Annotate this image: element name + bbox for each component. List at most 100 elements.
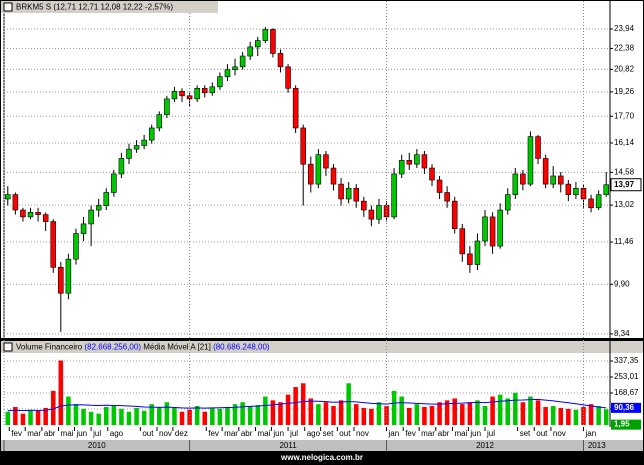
candle-body [12, 194, 19, 211]
header-icon [3, 342, 13, 352]
price-header [1, 1, 218, 13]
candle-body [133, 145, 140, 150]
candle-body [58, 267, 64, 294]
x-tick-label: abr [241, 429, 253, 438]
x-tick-label: abr [438, 429, 450, 438]
candle-body [376, 205, 382, 220]
candle-body [323, 154, 329, 169]
volume-bar [535, 400, 541, 425]
volume-header [1, 341, 643, 353]
volume-bar [126, 411, 132, 425]
candle-body [391, 173, 397, 218]
volume-bar [376, 402, 382, 425]
x-tick-label: fev [208, 429, 219, 438]
candle-body [27, 211, 34, 218]
x-tick-label: mai [454, 429, 467, 438]
y-tick-label: 11,46 [614, 237, 634, 246]
volume-bar [225, 406, 230, 425]
y-tick-label: 8,34 [614, 329, 630, 338]
volume-bar [111, 406, 117, 425]
x-tick-label: jan [388, 429, 400, 438]
candle-body [80, 223, 87, 234]
x-tick-label: out [142, 429, 154, 438]
x-tick-label: jun [75, 429, 87, 438]
volume-bar [119, 408, 124, 425]
volume-bar [505, 398, 511, 425]
candle-body [88, 209, 94, 225]
candle-body [308, 163, 314, 185]
year-label: 2012 [476, 441, 494, 450]
candle-body [512, 173, 519, 195]
x-tick-label: jan [584, 429, 596, 438]
y-tick-label: 14,58 [614, 167, 635, 176]
volume-bar [543, 406, 548, 425]
candle-body [164, 98, 170, 115]
candle-body [542, 158, 549, 185]
price-header-text: BRKM5 S (12,71 12,71 12,08 12,22 -2,57%) [16, 3, 173, 12]
volume-bar [528, 396, 533, 425]
x-tick-label: fev [405, 429, 416, 438]
price-panel [1, 1, 643, 338]
candle-body [535, 136, 541, 159]
candle-body [588, 198, 594, 209]
volume-bar [338, 400, 344, 425]
x-tick-label: jun [469, 429, 481, 438]
candle-body [451, 200, 458, 229]
candle-body [414, 154, 420, 165]
volume-bar [573, 409, 579, 425]
volume-bar [278, 402, 283, 425]
marks [5, 27, 609, 425]
candle-body [156, 114, 163, 129]
volume-bar [164, 402, 170, 425]
candle-body [444, 192, 450, 202]
candle-body [467, 253, 473, 265]
x-tick-label: mai [61, 429, 74, 438]
x-tick-label: dez [175, 429, 188, 438]
candle-body [353, 187, 359, 202]
volume-bar [149, 404, 154, 425]
x-tick-label: mai [257, 429, 270, 438]
x-tick-label: jun [272, 429, 284, 438]
volume-bar [399, 396, 404, 425]
candle-body [558, 175, 564, 185]
chart-title: BRKM5 S [16, 3, 51, 12]
y-tick-label: 23,94 [614, 24, 635, 33]
volume-bar [369, 408, 374, 425]
candle-body [247, 46, 253, 57]
volume-bar [316, 404, 321, 425]
year-row [1, 440, 643, 451]
candle-body [209, 86, 216, 94]
volume-bar [391, 390, 397, 425]
volume-bar [414, 404, 420, 425]
candle-body [239, 55, 246, 68]
month-row [1, 427, 643, 440]
y-tick-label: 22,38 [614, 44, 635, 53]
volume-bar [520, 402, 526, 425]
candle-body [436, 179, 443, 193]
candle-body [126, 148, 132, 159]
y-tick-label: 13,02 [614, 200, 635, 209]
candle-body [361, 200, 367, 211]
candle-body [50, 221, 56, 268]
volume-bar [141, 410, 147, 425]
candle-body [315, 154, 322, 185]
volume-bar [285, 394, 291, 425]
y-tick-label: 9,90 [614, 279, 630, 288]
candle-body [217, 76, 223, 88]
volume-bar [497, 394, 503, 425]
candle-body [368, 209, 375, 220]
volume-bar [482, 406, 488, 425]
candle-body [338, 183, 344, 200]
volume-bar [66, 396, 71, 425]
year-label: 2013 [588, 441, 606, 450]
volume-bar [88, 411, 94, 425]
candle-body [595, 194, 602, 209]
volume-bar [172, 407, 177, 425]
series-name: Volume Financeiro [16, 343, 83, 352]
volume-bar [346, 383, 351, 425]
candle-body [232, 66, 238, 70]
volume-bar [460, 404, 465, 425]
volume-bar [406, 407, 412, 425]
volume-bar [263, 396, 268, 425]
y-tick-label: 17,70 [614, 111, 635, 120]
